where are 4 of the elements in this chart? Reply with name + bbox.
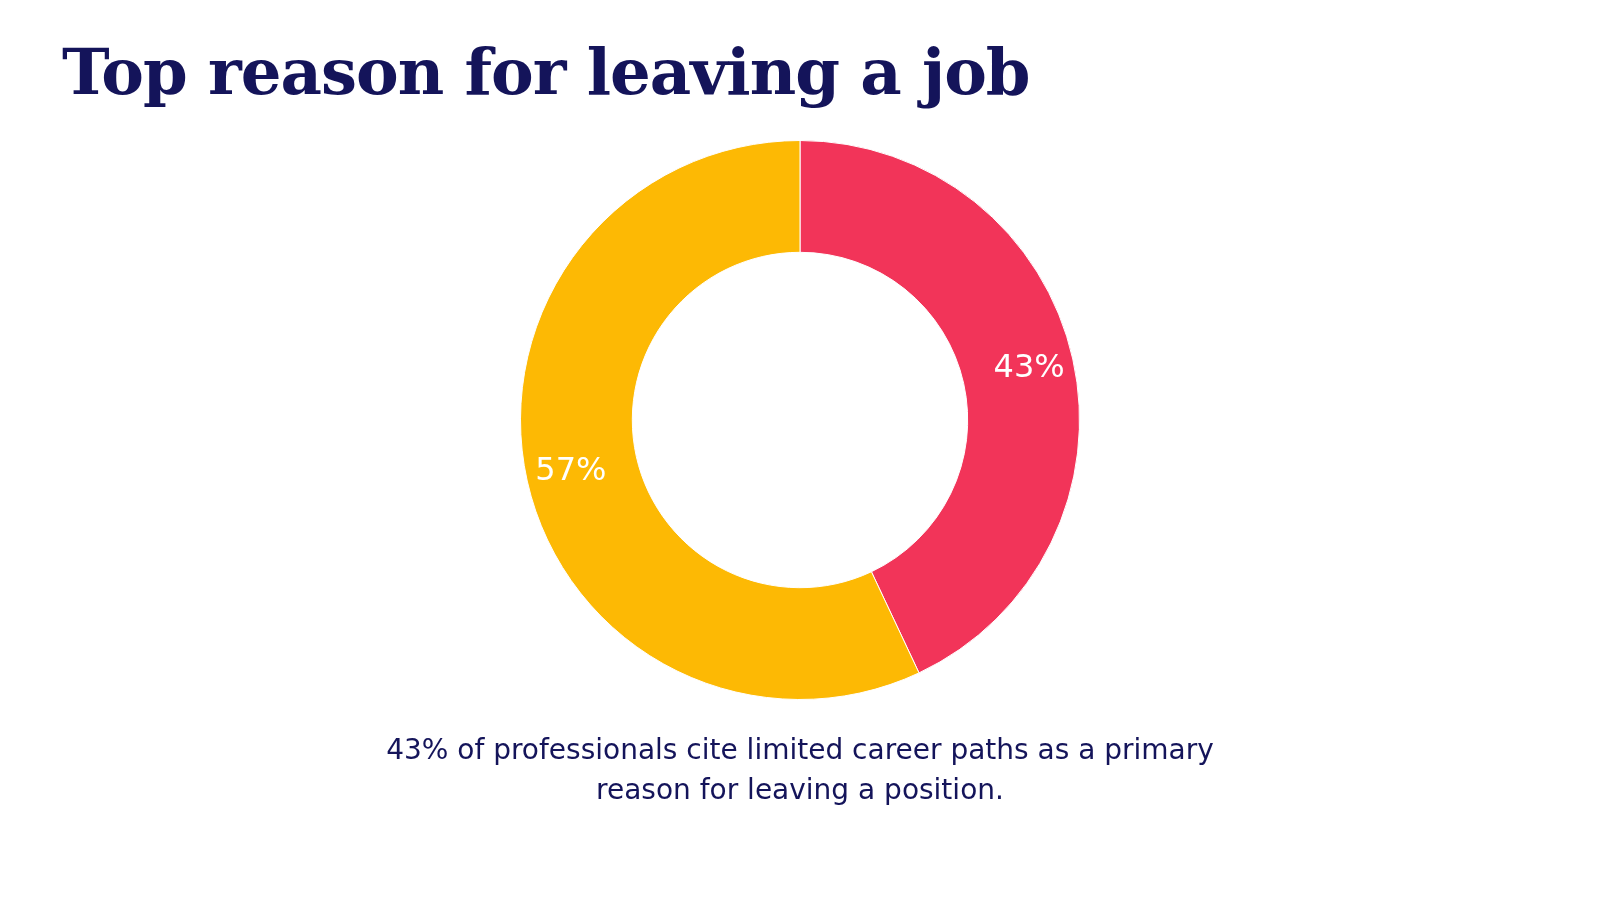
- chart-title: Top reason for leaving a job: [62, 34, 1030, 109]
- text: 43% of professionals cite limited career paths as a primary reason for leaving a position.: [385, 732, 1215, 808]
- data-label: 43%: [993, 347, 1065, 386]
- data-label: 57%: [535, 449, 607, 488]
